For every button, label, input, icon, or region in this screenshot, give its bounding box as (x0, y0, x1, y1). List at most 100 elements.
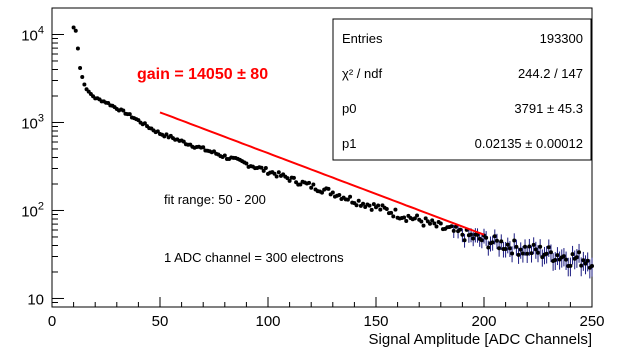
data-point (514, 244, 519, 249)
x-tick-label: 150 (363, 313, 388, 330)
x-tick-label: 0 (48, 313, 56, 330)
data-point (523, 244, 528, 249)
data-point (369, 207, 374, 212)
data-point (412, 216, 417, 221)
data-point (389, 210, 394, 215)
data-point (453, 224, 458, 229)
data-point (577, 250, 582, 255)
y-tick-label: 10 (27, 291, 44, 308)
stats-value: 0.02135 ± 0.00012 (475, 136, 583, 151)
data-point (585, 258, 590, 263)
data-point (527, 244, 532, 249)
data-point (486, 245, 491, 250)
data-point (391, 214, 396, 219)
data-point (285, 176, 290, 181)
data-point (568, 263, 573, 268)
data-point (291, 175, 296, 180)
data-point (272, 171, 277, 176)
x-axis-title: Signal Amplitude [ADC Channels] (369, 331, 592, 348)
data-point (201, 145, 206, 150)
data-point (345, 197, 350, 202)
stats-box: Entries 193300 χ² / ndf 244.2 / 147 p0 3791 ±… (332, 18, 592, 161)
data-point (449, 224, 454, 229)
data-point (320, 190, 324, 195)
data-point (469, 232, 474, 237)
data-point (499, 239, 504, 244)
data-point (432, 221, 437, 226)
axes: 0 50 100 150 200 250 10 102 103 104 (21, 7, 605, 330)
data-point (75, 46, 80, 51)
data-point (458, 227, 463, 232)
data-point (326, 186, 331, 191)
data-point (80, 74, 85, 79)
data-point (259, 165, 264, 170)
stats-label: p0 (342, 101, 356, 116)
data-point (479, 238, 484, 243)
data-point (287, 178, 292, 183)
data-point (73, 28, 78, 33)
data-point (590, 263, 594, 268)
stats-value: 244.2 / 147 (518, 66, 583, 81)
fit-curve (159, 111, 485, 236)
data-point (430, 218, 435, 223)
data-point (276, 170, 281, 175)
data-point (555, 253, 560, 258)
data-points (71, 25, 594, 279)
data-point (311, 182, 316, 187)
data-point (367, 203, 372, 208)
fit-range-annotation: fit range: 50 - 200 (164, 192, 266, 207)
data-point (361, 201, 366, 206)
data-point (121, 108, 126, 113)
data-point (529, 251, 534, 256)
fit-line (159, 111, 485, 236)
data-point (518, 247, 523, 252)
data-point (402, 215, 407, 220)
data-point (421, 223, 426, 228)
data-point (354, 203, 359, 208)
data-point (393, 207, 398, 212)
data-point (337, 192, 342, 197)
data-point (546, 245, 551, 250)
data-point (490, 240, 495, 245)
data-point (574, 255, 579, 260)
data-point (309, 185, 314, 190)
y-tick-label: 104 (21, 24, 44, 44)
x-tick-label: 50 (152, 313, 169, 330)
stats-value: 193300 (540, 31, 583, 46)
data-point (222, 153, 227, 158)
data-point (579, 263, 584, 268)
data-point (404, 218, 409, 223)
data-point (512, 238, 517, 243)
data-point (497, 246, 502, 251)
data-point (570, 252, 575, 257)
data-point (82, 82, 87, 87)
data-point (298, 182, 303, 187)
data-point (371, 202, 376, 207)
data-point (274, 174, 279, 179)
data-point (164, 132, 169, 137)
stats-label: p1 (342, 136, 356, 151)
data-point (494, 238, 499, 243)
data-point (525, 251, 530, 256)
data-point (564, 257, 569, 262)
x-tick-label: 100 (255, 313, 280, 330)
data-point (181, 139, 186, 144)
data-point (510, 251, 515, 256)
data-point (419, 219, 424, 224)
gain-annotation: gain = 14050 ± 80 (137, 66, 268, 83)
data-point (127, 112, 132, 117)
data-point (460, 232, 465, 237)
data-point (583, 261, 588, 266)
data-point (561, 254, 566, 259)
data-point (376, 203, 381, 208)
data-point (503, 246, 508, 251)
data-point (428, 221, 432, 226)
data-point (348, 194, 353, 199)
data-point (507, 246, 512, 251)
data-point (538, 244, 543, 249)
data-point (462, 238, 467, 243)
adc-annotation: 1 ADC channel = 300 electrons (164, 250, 344, 265)
data-point (330, 190, 335, 195)
data-point (263, 166, 268, 171)
